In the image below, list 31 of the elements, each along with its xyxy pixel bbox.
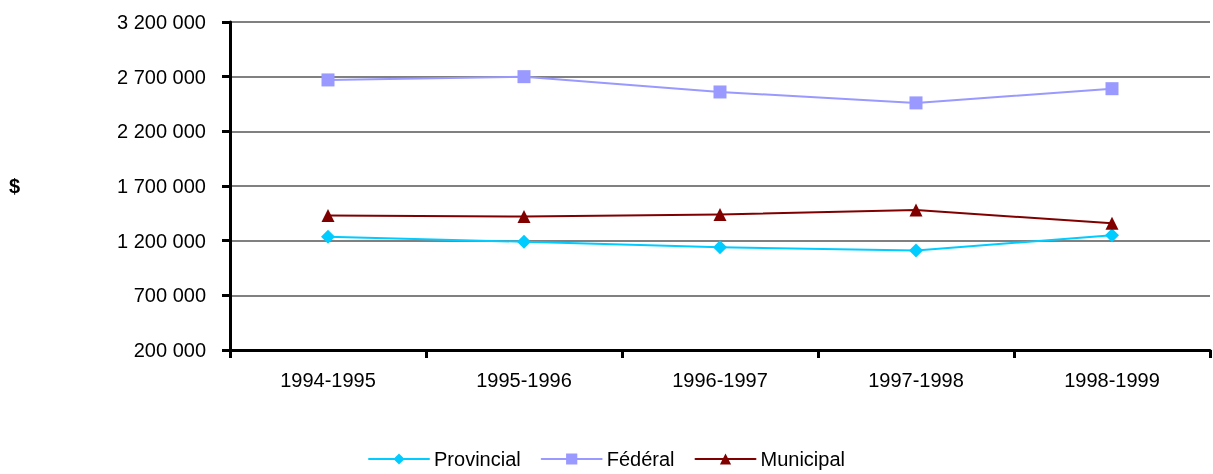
x-tick-label: 1997-1998 <box>868 369 964 391</box>
y-axis-title: $ <box>8 175 20 197</box>
x-tick-label: 1994-1995 <box>280 369 376 391</box>
point <box>713 240 727 255</box>
x-tick-label: 1996-1997 <box>672 369 768 391</box>
legend-label: Municipal <box>760 448 845 470</box>
point <box>517 70 531 84</box>
point <box>909 203 923 217</box>
legend-label: Fédéral <box>606 448 675 470</box>
legend-label: Provincial <box>434 448 521 470</box>
x-tick-label: 1995-1996 <box>476 369 572 391</box>
point <box>517 210 531 224</box>
y-tick-label: 2 700 000 <box>117 65 206 88</box>
point <box>321 209 335 223</box>
y-tick-label: 200 000 <box>133 339 206 361</box>
y-tick-label: 2 200 000 <box>117 120 206 143</box>
x-tick-label: 1998-1999 <box>1064 369 1160 391</box>
point <box>909 243 923 258</box>
y-tick-label: 1 700 000 <box>117 175 206 197</box>
point <box>909 96 923 110</box>
point <box>713 207 727 221</box>
y-tick-label: 1 200 000 <box>117 229 206 252</box>
point <box>713 85 727 99</box>
point <box>321 73 335 87</box>
y-tick-label: 3 200 000 <box>117 11 206 33</box>
point <box>1105 82 1119 96</box>
point <box>1105 228 1119 243</box>
point <box>321 229 335 244</box>
point <box>517 234 531 249</box>
y-tick-label: 700 000 <box>133 284 206 307</box>
point <box>1105 216 1119 230</box>
